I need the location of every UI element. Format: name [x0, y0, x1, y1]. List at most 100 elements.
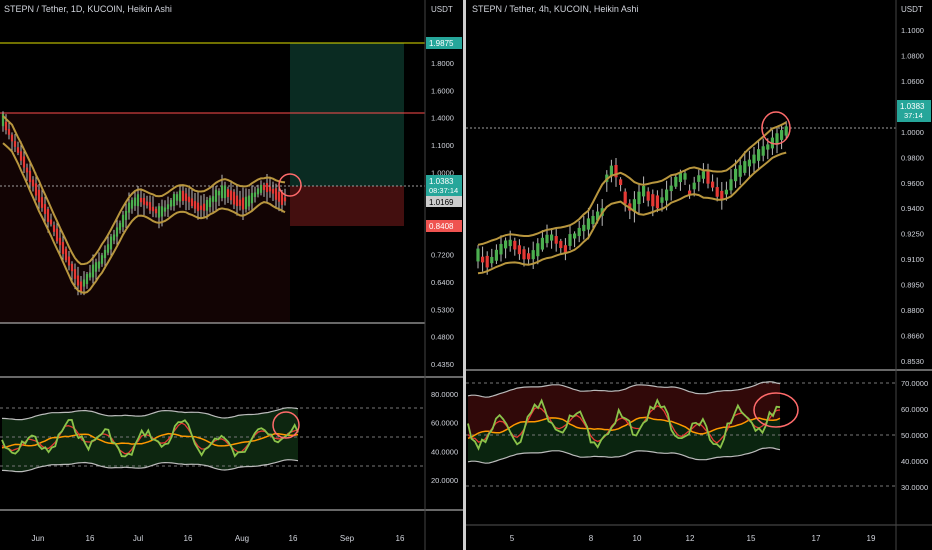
- left-candle-body: [229, 190, 233, 201]
- right-time-tick: 10: [633, 534, 642, 543]
- right-candle-body: [623, 191, 627, 204]
- right-candle-body: [775, 133, 779, 145]
- right-candle-body: [715, 187, 719, 197]
- right-candle-body: [688, 190, 692, 196]
- left-candle-body: [172, 194, 176, 207]
- left-candle-body: [82, 279, 86, 287]
- left-osc-lower-band: [1, 459, 299, 473]
- right-price-tick: 0.8530: [901, 357, 924, 366]
- right-lower-band: [477, 151, 787, 275]
- left-osc-signal: [1, 432, 299, 449]
- right-time-tick: 5: [510, 534, 515, 543]
- right-candle-body: [660, 197, 664, 203]
- left-candle-body: [160, 206, 164, 217]
- right-candle-body: [780, 130, 784, 140]
- right-osc-line: [467, 397, 781, 451]
- right-candle-body: [485, 255, 489, 268]
- left-candle-body: [163, 207, 167, 212]
- left-candle-body: [232, 191, 236, 205]
- right-candle-body: [481, 256, 485, 263]
- right-candle-body: [582, 224, 586, 232]
- right-chart-panel[interactable]: STEPN / Tether, 4h, KUCOIN, Heikin Ashi …: [466, 0, 932, 550]
- left-candle-body: [22, 156, 26, 168]
- left-candle-body: [145, 201, 149, 206]
- left-highlight-circle: [278, 173, 302, 197]
- left-chart-title: STEPN / Tether, 1D, KUCOIN, Heikin Ashi: [4, 4, 172, 14]
- left-time-axis[interactable]: Jun 16 Jul 16 Aug 16 Sep 16: [32, 534, 405, 543]
- right-candle-body: [674, 176, 678, 187]
- right-time-tick: 8: [589, 534, 594, 543]
- left-candle-body: [67, 256, 71, 266]
- left-upper-band: [2, 115, 286, 266]
- left-candle-body: [259, 184, 263, 193]
- left-candle-body: [175, 194, 179, 201]
- left-price-tick: 0.7200: [431, 251, 454, 260]
- left-candle-body: [148, 202, 152, 211]
- left-osc-tick: 20.0000: [431, 476, 458, 485]
- left-candle-body: [4, 121, 8, 131]
- left-candle-body: [220, 185, 224, 199]
- left-candle-body: [13, 141, 17, 147]
- left-osc-fill: [2, 407, 298, 472]
- right-price-tick: 0.9800: [901, 153, 924, 162]
- left-osc-line: [1, 418, 299, 458]
- left-osc-tick: 40.0000: [431, 447, 458, 456]
- right-osc-tick: 60.0000: [901, 405, 928, 414]
- left-candle-body: [16, 147, 20, 153]
- right-candle-body: [697, 175, 701, 182]
- right-osc-highlight-circle: [753, 392, 799, 428]
- right-chart-title: STEPN / Tether, 4h, KUCOIN, Heikin Ashi: [472, 4, 638, 14]
- left-osc-tick: 80.0000: [431, 390, 458, 399]
- left-candle-body: [139, 197, 143, 203]
- left-candle-body: [91, 264, 95, 278]
- right-candle-body: [642, 185, 646, 197]
- left-candle-body: [208, 197, 212, 208]
- right-candle-body: [761, 146, 765, 156]
- left-candle-body: [268, 186, 272, 192]
- left-osc-upper-band: [1, 407, 299, 421]
- right-candle-body: [609, 165, 613, 177]
- left-candle-body: [127, 202, 131, 213]
- right-time-tick: 17: [812, 534, 821, 543]
- right-candle-body: [586, 218, 590, 230]
- right-price-tick: 1.0800: [901, 51, 924, 60]
- right-candle-body: [752, 154, 756, 164]
- right-osc-lower-band: [467, 447, 781, 464]
- left-candle-body: [154, 208, 158, 214]
- right-candle-body: [494, 249, 498, 261]
- panel-divider[interactable]: [463, 0, 466, 550]
- left-candle-body: [205, 199, 209, 211]
- right-candle-body: [655, 195, 659, 209]
- right-osc-axis[interactable]: 70.0000 60.0000 50.0000 40.0000 30.0000: [901, 379, 928, 492]
- left-chart-panel[interactable]: STEPN / Tether, 1D, KUCOIN, Heikin Ashi …: [0, 0, 463, 550]
- right-time-tick: 15: [747, 534, 756, 543]
- left-candle-body: [10, 134, 14, 142]
- left-time-tick: 16: [184, 534, 193, 543]
- left-candle-body: [106, 244, 110, 253]
- left-price-tick: 1.8000: [431, 59, 454, 68]
- left-price-tick: 1.1000: [431, 141, 454, 150]
- left-candle-body: [109, 236, 113, 250]
- right-candle-body: [476, 248, 480, 262]
- left-time-tick: Sep: [340, 534, 355, 543]
- right-osc-upper-band: [467, 381, 781, 398]
- right-time-axis[interactable]: 5 8 10 12 15 17 19: [510, 534, 876, 543]
- right-candle-body: [766, 144, 770, 150]
- left-candle-body: [46, 209, 50, 222]
- right-price-tick: 0.9600: [901, 179, 924, 188]
- left-candle-body: [256, 188, 260, 195]
- left-candle-body: [226, 189, 230, 197]
- left-osc-axis[interactable]: 80.0000 60.0000 40.0000 20.0000: [431, 390, 458, 485]
- right-candle-body: [678, 172, 682, 183]
- right-time-tick: 19: [867, 534, 876, 543]
- left-candle-body: [241, 197, 245, 210]
- left-candle-body: [151, 206, 155, 212]
- right-candles: [476, 121, 788, 275]
- right-candle-body: [550, 234, 554, 241]
- left-price-tick: 1.6000: [431, 86, 454, 95]
- left-time-tick: Jul: [133, 534, 143, 543]
- right-candle-body: [527, 253, 531, 260]
- right-candle-body: [508, 239, 512, 247]
- left-candle-body: [79, 281, 83, 293]
- left-candle-body: [193, 201, 197, 209]
